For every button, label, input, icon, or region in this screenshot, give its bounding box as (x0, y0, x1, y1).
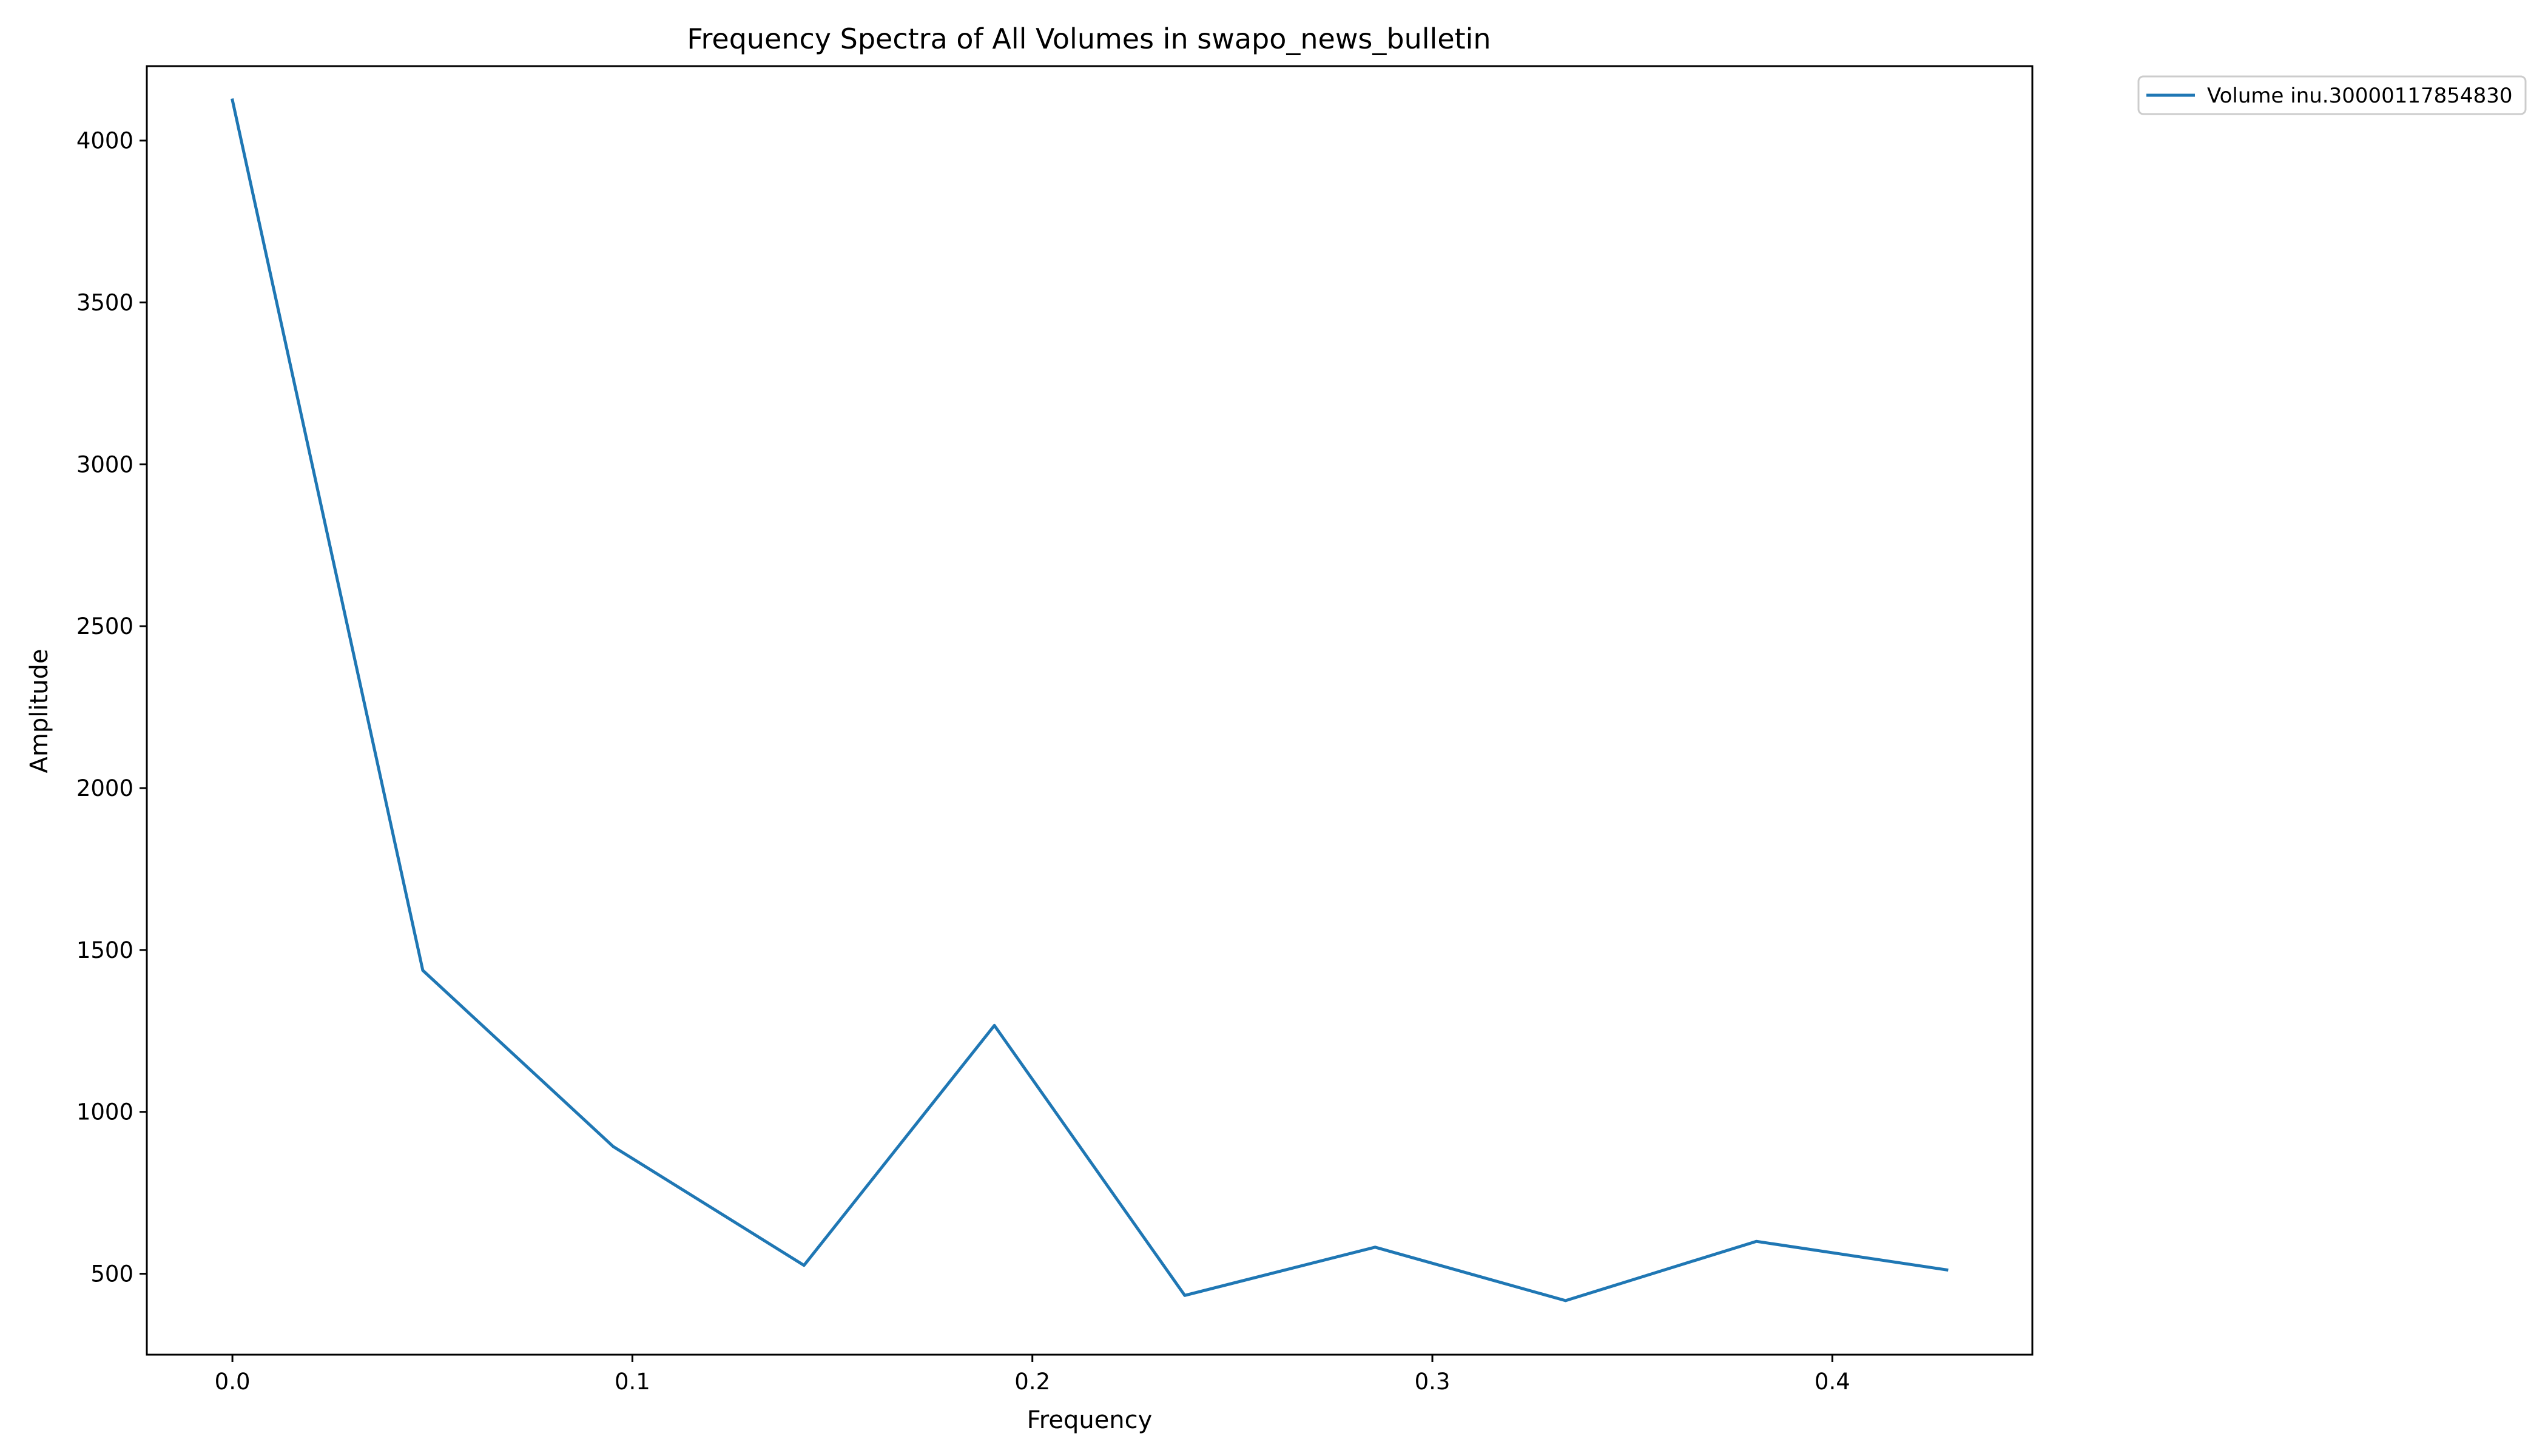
y-tick-label: 3500 (76, 290, 133, 316)
plot-frame (146, 65, 2034, 1356)
data-point (422, 970, 423, 971)
y-tick-label: 1000 (76, 1099, 133, 1125)
x-axis: 0.0 0.1 0.2 0.3 0.4 (215, 1355, 1850, 1395)
series-line-0 (231, 98, 1949, 1303)
x-tick-label: 0.3 (1415, 1369, 1451, 1395)
x-axis-label: Frequency (1027, 1406, 1153, 1434)
data-point (994, 1025, 995, 1026)
y-tick-label: 2500 (76, 613, 133, 639)
x-tick-label: 0.0 (215, 1369, 251, 1395)
x-tick-label: 0.4 (1815, 1369, 1850, 1395)
y-tick-label: 500 (90, 1261, 133, 1287)
y-tick-label: 2000 (76, 775, 133, 801)
y-tick-label: 3000 (76, 451, 133, 477)
y-axis-label: Amplitude (25, 649, 53, 774)
data-point (232, 100, 233, 101)
y-tick-label: 1500 (76, 937, 133, 963)
legend-entry-label: Volume inu.30000117854830 (2207, 84, 2512, 108)
legend: Volume inu.30000117854830 (2137, 75, 2527, 115)
x-tick-label: 0.2 (1014, 1369, 1050, 1395)
y-tick-label: 4000 (76, 128, 133, 154)
data-point (1756, 1241, 1757, 1242)
chart-title: Frequency Spectra of All Volumes in swap… (687, 22, 1491, 55)
data-point (1184, 1295, 1185, 1296)
y-axis: 500 1000 1500 2000 2500 3000 3500 4000 (76, 128, 147, 1287)
x-tick-label: 0.1 (615, 1369, 650, 1395)
legend-box (2137, 75, 2527, 115)
data-point (1565, 1300, 1566, 1301)
